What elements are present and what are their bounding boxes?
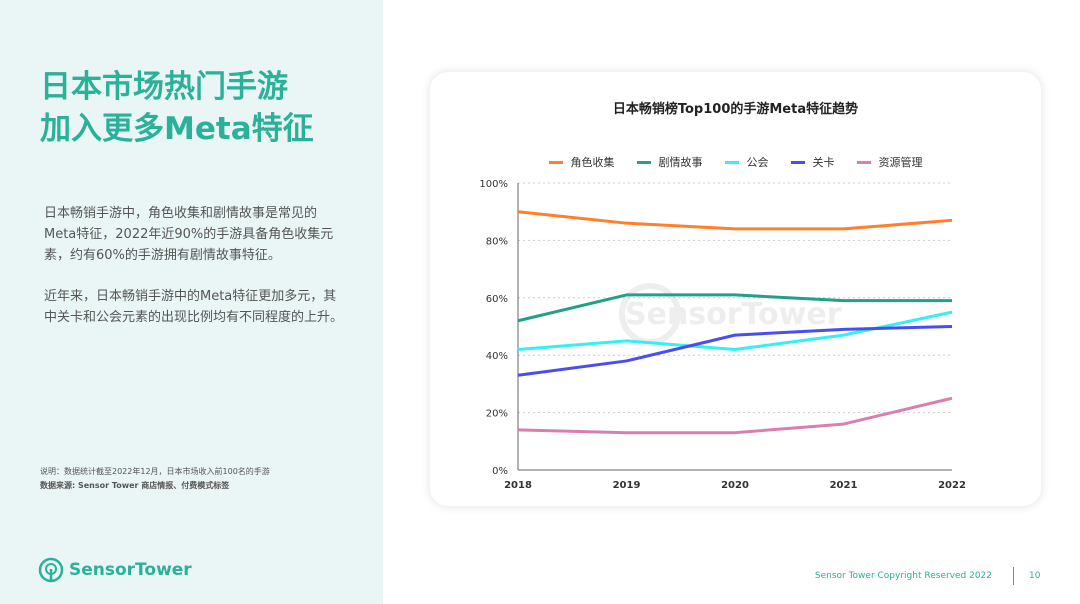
footer-divider <box>1013 567 1014 585</box>
x-tick-label: 2021 <box>830 480 858 491</box>
legend-label: 关卡 <box>812 156 835 169</box>
legend-swatch <box>724 160 739 164</box>
series-line <box>517 210 953 231</box>
legend-swatch <box>548 160 563 164</box>
x-tick-label: 2018 <box>504 480 532 491</box>
sensor-tower-logo: SensorTower <box>38 557 192 583</box>
title-line-2: 加入更多Meta特征 <box>40 111 314 147</box>
series-line <box>517 293 952 323</box>
x-tick-label: 2019 <box>613 480 641 491</box>
y-tick-label: 40% <box>486 351 508 362</box>
source-text: 数据来源: Sensor Tower 商店情报、付费模式标签 <box>40 481 230 490</box>
line-chart: SensorTower 0% 20% 40% 60% 80% 100% 2018 2019 202… <box>479 179 966 491</box>
legend-item: 资源管理 <box>856 154 923 170</box>
logo-text: SensorTower <box>69 560 192 580</box>
legend-item: 角色收集 <box>548 154 615 170</box>
legend-swatch <box>636 160 651 164</box>
legend-item: 关卡 <box>790 154 835 170</box>
y-tick-label: 0% <box>492 466 508 477</box>
note-text: 说明：数据统计截至2022年12月，日本市场收入前100名的手游 <box>40 467 270 476</box>
chart-card: 日本畅销榜Top100的手游Meta特征趋势 角色收集 剧情故事 公会 关卡 资源管理 … <box>430 72 1041 506</box>
x-tick-label: 2020 <box>721 480 749 491</box>
y-tick-label: 80% <box>486 236 508 247</box>
legend-label: 剧情故事 <box>658 156 703 169</box>
page-title: 日本市场热门手游 加入更多Meta特征 <box>40 66 314 150</box>
y-tick-label: 20% <box>486 409 508 420</box>
y-tick-label: 100% <box>479 179 508 190</box>
footnote: 说明：数据统计截至2022年12月，日本市场收入前100名的手游 数据来源: S… <box>40 465 270 493</box>
copyright-text: Sensor Tower Copyright Reserved 2022 <box>814 571 992 581</box>
series-line <box>517 325 953 377</box>
legend-label: 公会 <box>746 156 769 169</box>
x-tick-label: 2022 <box>938 480 966 491</box>
legend-label: 资源管理 <box>878 156 923 169</box>
sensor-tower-logo-icon <box>38 557 64 583</box>
legend-item: 剧情故事 <box>636 154 703 170</box>
watermark: SensorTower <box>625 297 842 332</box>
paragraph-1: 日本畅销手游中，角色收集和剧情故事是常见的Meta特征，2022年近90%的手游… <box>44 206 334 263</box>
y-tick-label: 60% <box>486 294 508 305</box>
chart-title: 日本畅销榜Top100的手游Meta特征趋势 <box>612 102 859 117</box>
legend-swatch <box>856 160 871 164</box>
series-line <box>517 396 953 435</box>
legend-label: 角色收集 <box>570 156 615 169</box>
page-number: 10 <box>1029 571 1041 581</box>
left-panel: 日本市场热门手游 加入更多Meta特征 日本畅销手游中，角色收集和剧情故事是常见… <box>0 0 383 604</box>
legend-item: 公会 <box>724 154 769 170</box>
title-line-1: 日本市场热门手游 <box>40 69 288 105</box>
chart-legend: 角色收集 剧情故事 公会 关卡 资源管理 <box>430 154 1041 170</box>
legend-swatch <box>790 160 805 164</box>
paragraph-2: 近年来，日本畅销手游中的Meta特征更加多元，其中关卡和公会元素的出现比例均有不… <box>44 289 344 325</box>
